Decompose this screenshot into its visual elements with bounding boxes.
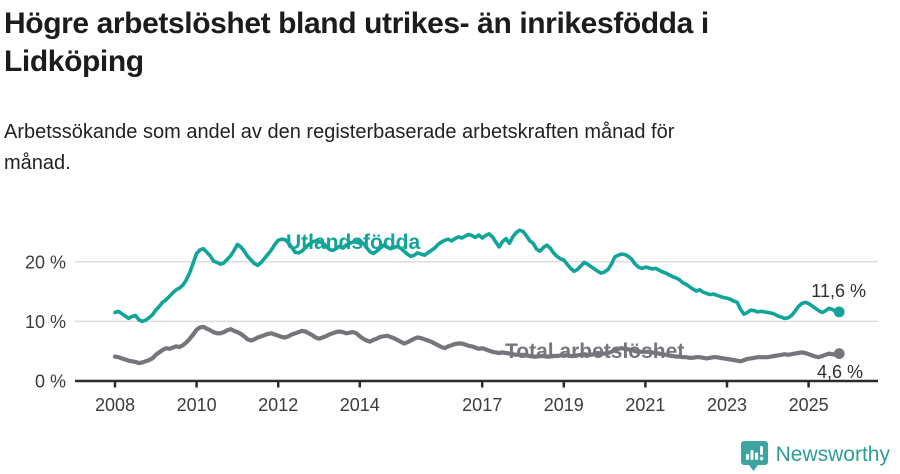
y-axis-tick-label: 20 % bbox=[25, 252, 66, 272]
chart-axis bbox=[75, 379, 878, 388]
x-axis-tick-label: 2012 bbox=[258, 395, 298, 415]
y-axis-tick-label: 0 % bbox=[35, 372, 66, 392]
x-axis-tick-label: 2021 bbox=[625, 395, 665, 415]
x-axis-tick-label: 2010 bbox=[177, 395, 217, 415]
x-axis-tick-label: 2023 bbox=[707, 395, 747, 415]
bar-chart-speech-bubble-icon bbox=[740, 441, 768, 471]
x-axis-tick-label: 2014 bbox=[340, 395, 380, 415]
series-label-total-arbetsloshet: Total arbetslöshet bbox=[505, 340, 684, 363]
series-label-utlandsfodda: Utlandsfödda bbox=[286, 231, 420, 254]
brand-footer: Newsworthy bbox=[740, 439, 890, 471]
x-axis-tick-label: 2017 bbox=[462, 395, 502, 415]
latest-value-label-total: 4,6 % bbox=[817, 362, 863, 382]
y-axis-tick-label: 10 % bbox=[25, 312, 66, 332]
subtitle-line-2: månad. bbox=[4, 152, 71, 174]
series-end-dot bbox=[833, 348, 845, 359]
brand-name: Newsworthy bbox=[775, 443, 890, 466]
x-axis-tick-label: 2008 bbox=[95, 395, 135, 415]
x-axis-tick-label: 2025 bbox=[789, 395, 829, 415]
subtitle-line-1: Arbetssökande som andel av den registerb… bbox=[4, 121, 675, 143]
page-title: Högre arbetslöshet bland utrikes- än inr… bbox=[0, 0, 900, 81]
chart-y-labels: 0 % 10 % 20 % bbox=[25, 252, 66, 391]
title-line-2: Lidköping bbox=[4, 45, 144, 78]
x-axis-tick-label: 2019 bbox=[544, 395, 584, 415]
chart-svg: 2008 2010 2012 2014 2017 2019 2021 2023 2025 0 %… bbox=[25, 228, 878, 415]
latest-value-label-utlandsfodda: 11,6 % bbox=[811, 281, 866, 301]
chart-x-labels: 2008 2010 2012 2014 2017 2019 2021 2023 2025 bbox=[95, 395, 829, 415]
title-line-1: Högre arbetslöshet bland utrikes- än inr… bbox=[4, 7, 709, 40]
line-series-utlandsfodda bbox=[113, 228, 842, 324]
line-series-total bbox=[112, 324, 842, 366]
chart-series bbox=[112, 228, 845, 366]
chart-gridlines bbox=[75, 261, 878, 323]
chart-subtitle: Arbetssökande som andel av den registerb… bbox=[4, 117, 900, 179]
series-end-dot bbox=[833, 306, 845, 318]
